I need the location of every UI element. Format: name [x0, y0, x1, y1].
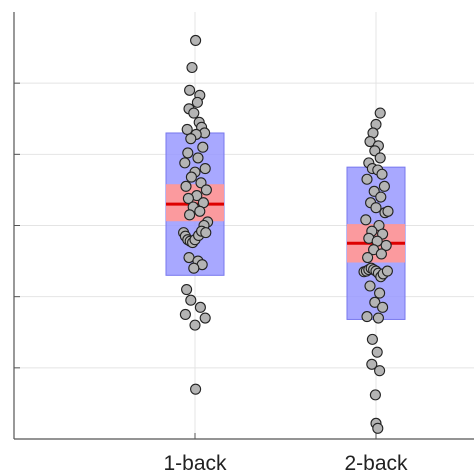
data-groups [165, 34, 406, 434]
data-point [188, 262, 200, 274]
x-tick-label-2-back: 2-back [344, 452, 408, 474]
data-point [375, 248, 387, 260]
data-point [382, 205, 394, 217]
data-point [199, 163, 211, 175]
data-point [188, 107, 200, 119]
data-point [191, 96, 203, 108]
data-point [371, 346, 383, 358]
data-point [372, 422, 384, 434]
x-tick-label-1-back: 1-back [163, 452, 227, 474]
data-point [185, 133, 197, 145]
data-point [181, 123, 193, 135]
data-point [179, 157, 191, 169]
data-point [366, 358, 378, 370]
data-point [189, 319, 201, 331]
data-point [190, 383, 202, 395]
data-point [370, 202, 382, 214]
data-point [366, 333, 378, 345]
data-point [372, 312, 384, 324]
data-point [375, 191, 387, 203]
data-point [180, 180, 192, 192]
group-2-back [346, 107, 406, 434]
data-point [194, 301, 206, 313]
data-point [192, 152, 204, 164]
data-point [377, 301, 389, 313]
data-point [200, 227, 212, 239]
data-point [186, 61, 198, 74]
data-point [369, 296, 381, 308]
data-point [374, 365, 386, 377]
data-point [199, 312, 211, 324]
data-point [185, 294, 197, 306]
data-point [361, 311, 373, 323]
data-point [374, 287, 386, 299]
data-point [369, 389, 381, 401]
data-point [194, 205, 206, 217]
data-point [179, 308, 191, 321]
data-point [378, 180, 390, 192]
data-point [190, 34, 202, 47]
data-point [376, 168, 388, 180]
data-point [380, 239, 392, 251]
data-point [184, 209, 196, 221]
data-point [364, 280, 376, 292]
data-point [197, 141, 209, 153]
group-1-back [165, 34, 225, 395]
data-point [361, 173, 373, 185]
data-point [185, 171, 197, 183]
x-tick-labels: 1-back 2-back [163, 452, 408, 474]
axes [13, 12, 474, 440]
data-point [181, 283, 193, 296]
data-point [362, 251, 374, 264]
data-point [381, 265, 393, 277]
data-point [182, 192, 194, 205]
data-point [374, 107, 386, 119]
data-point [360, 214, 372, 226]
data-point [182, 147, 194, 159]
data-point [374, 152, 386, 164]
data-point [184, 84, 196, 96]
data-point [200, 184, 212, 196]
